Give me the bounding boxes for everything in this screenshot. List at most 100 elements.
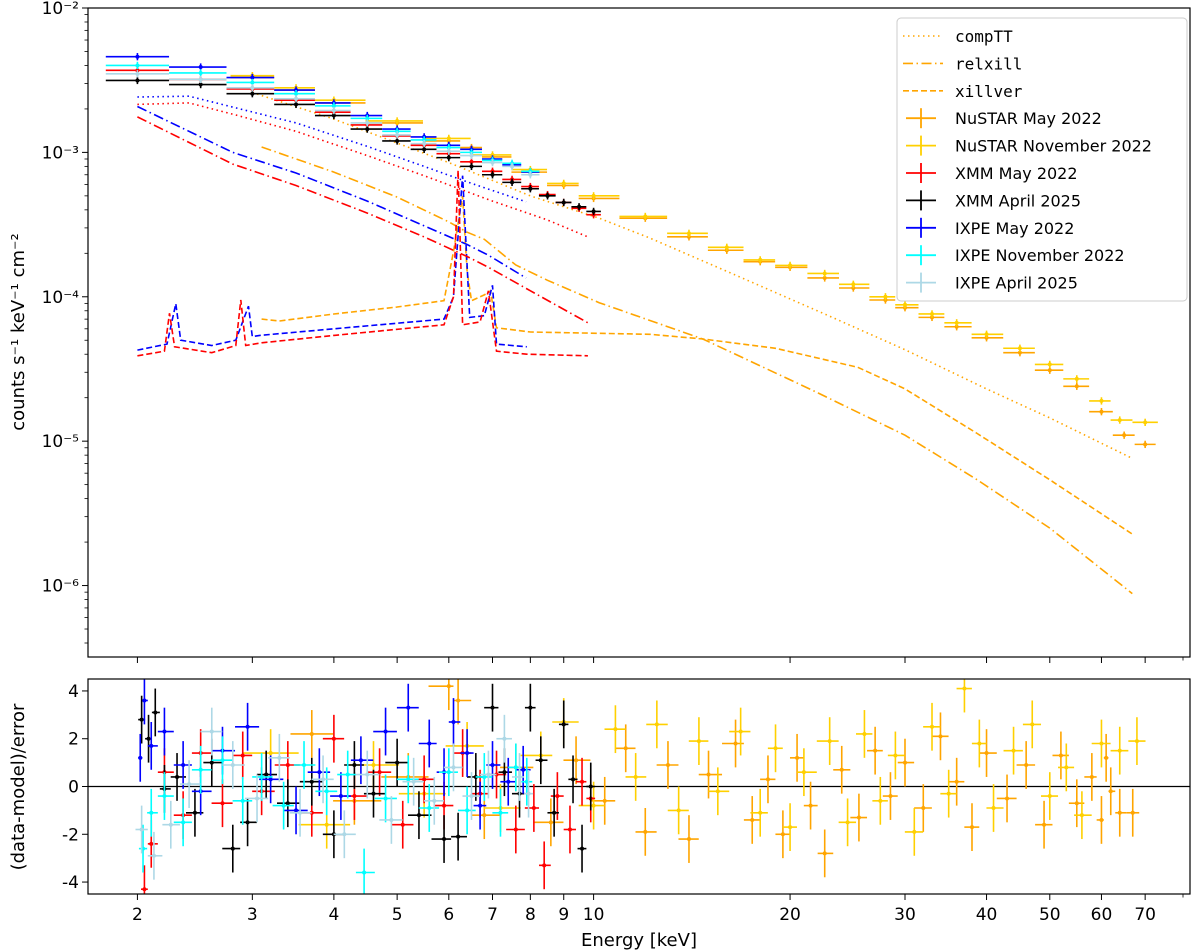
data-point [173, 798, 192, 847]
data-point [315, 767, 338, 816]
legend-entry: IXPE April 2025 [906, 272, 1078, 293]
marker [151, 853, 156, 858]
data-point [743, 256, 776, 264]
data-point [833, 745, 851, 794]
marker [365, 120, 370, 125]
marker [146, 736, 151, 741]
data-point [460, 151, 483, 160]
marker [352, 763, 357, 767]
marker [1089, 774, 1094, 779]
legend-entry: NuSTAR May 2022 [906, 108, 1102, 129]
marker [446, 684, 451, 689]
data-point [105, 70, 170, 78]
data-point [222, 741, 245, 789]
data-point [1035, 800, 1053, 849]
data-point [931, 712, 949, 761]
marker [561, 181, 566, 186]
marker [331, 736, 336, 741]
marker [902, 302, 907, 307]
model-xillver-line [137, 170, 588, 357]
data-point [971, 719, 987, 768]
data-point [290, 710, 334, 758]
marker [365, 127, 370, 132]
x-tick-label: 20 [779, 905, 801, 925]
data-point [211, 736, 233, 785]
marker [220, 758, 225, 763]
marker [795, 755, 800, 760]
data-point [524, 683, 536, 732]
marker [135, 71, 140, 76]
marker [517, 774, 522, 779]
legend-label: relxill [955, 54, 1022, 73]
marker [822, 275, 827, 280]
data-point [789, 733, 804, 782]
marker [1074, 801, 1079, 806]
marker [422, 777, 427, 782]
data-point [948, 757, 965, 806]
data-point [555, 198, 572, 207]
data-point [563, 805, 576, 854]
spectrum-series [105, 66, 601, 219]
marker [465, 751, 470, 756]
legend: compTT relxill xillver NuSTAR May 2022 NuSTA… [896, 17, 1188, 302]
data-point [162, 800, 180, 849]
data-point [170, 753, 186, 801]
x-tick-label: 60 [1091, 905, 1113, 925]
data-point [252, 753, 273, 801]
marker [456, 698, 461, 703]
data-point [453, 679, 472, 725]
marker [416, 813, 421, 818]
marker [250, 91, 255, 96]
marker [938, 734, 943, 739]
data-point [533, 798, 564, 847]
marker [765, 777, 770, 782]
data-point [1089, 397, 1111, 405]
data-point [157, 772, 174, 820]
marker [856, 815, 861, 820]
data-point [1112, 431, 1135, 439]
marker [486, 772, 491, 777]
model-xillver-line [137, 175, 527, 351]
x-tick-label: 70 [1134, 905, 1156, 925]
data-point [775, 261, 808, 270]
data-point [226, 85, 275, 93]
marker [686, 837, 691, 842]
marker [309, 731, 314, 736]
marker [362, 870, 367, 875]
marker [209, 729, 214, 734]
marker [1005, 796, 1010, 801]
marker [324, 822, 329, 827]
marker [377, 770, 382, 775]
y-tick-label: 10⁻³ [42, 143, 79, 163]
marker [571, 777, 576, 782]
marker [567, 827, 572, 832]
spectrum-panel: 10⁻² 10⁻³ 10⁻⁴ 10⁻⁵ 10⁻⁶ counts s⁻¹ keV⁻¹ cm… [8, 0, 1191, 663]
data-point [451, 812, 467, 861]
marker [422, 137, 427, 142]
data-point [147, 831, 163, 880]
marker [862, 731, 867, 736]
data-point [169, 80, 227, 89]
data-point [586, 762, 596, 811]
marker [149, 841, 154, 846]
marker [588, 784, 593, 789]
data-point [141, 865, 148, 894]
data-point [502, 162, 522, 171]
legend-entry: xillver [903, 82, 1023, 101]
marker [400, 822, 405, 827]
marker [395, 132, 400, 137]
data-point [552, 698, 579, 746]
marker [888, 794, 893, 799]
data-point [314, 106, 351, 115]
data-point [577, 824, 587, 873]
data-point [563, 736, 591, 785]
marker [490, 705, 495, 710]
spectrum-series [105, 70, 540, 179]
y-tick-label: -2 [62, 825, 79, 845]
marker [268, 777, 273, 782]
legend-entry: relxill [903, 54, 1022, 73]
data-point [492, 788, 509, 837]
y-tick-label: 10⁻⁵ [42, 432, 79, 452]
data-point [443, 743, 463, 792]
marker [138, 755, 143, 760]
